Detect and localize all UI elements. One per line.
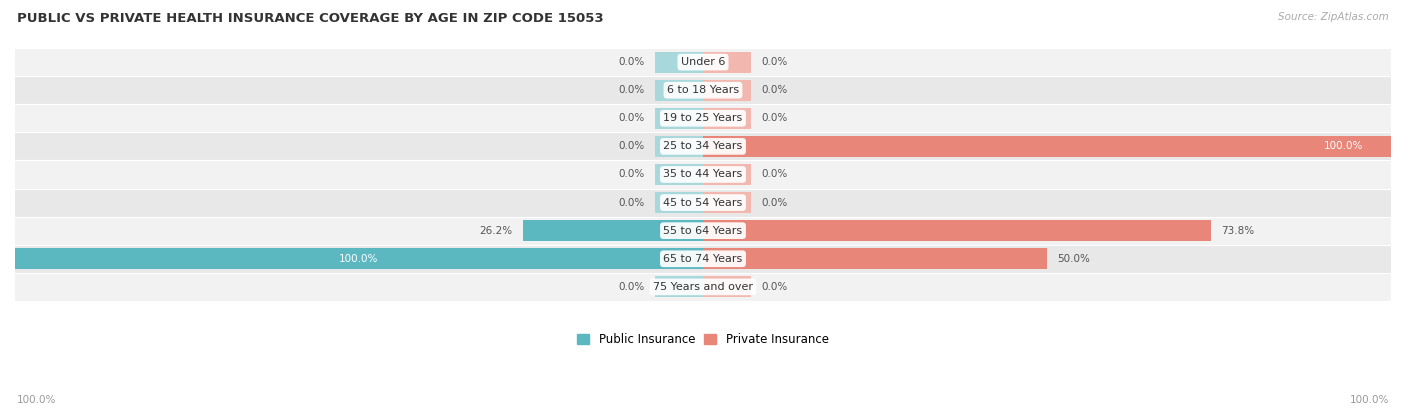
Text: 0.0%: 0.0% (762, 85, 787, 95)
Bar (655, 164, 703, 185)
Bar (655, 52, 703, 73)
Bar (15, 245, 1391, 273)
Bar (15, 248, 703, 269)
Text: 100.0%: 100.0% (17, 395, 56, 405)
Bar (703, 164, 751, 185)
Text: 0.0%: 0.0% (619, 141, 644, 152)
Text: 0.0%: 0.0% (762, 282, 787, 292)
Text: 0.0%: 0.0% (619, 169, 644, 180)
Bar (15, 160, 1391, 188)
Text: 100.0%: 100.0% (1350, 395, 1389, 405)
Text: 35 to 44 Years: 35 to 44 Years (664, 169, 742, 180)
Text: 0.0%: 0.0% (619, 197, 644, 208)
Text: 0.0%: 0.0% (762, 113, 787, 123)
Text: 6 to 18 Years: 6 to 18 Years (666, 85, 740, 95)
Bar (15, 216, 1391, 245)
Text: Source: ZipAtlas.com: Source: ZipAtlas.com (1278, 12, 1389, 22)
Bar (703, 276, 751, 297)
Bar (703, 192, 751, 213)
Text: 65 to 74 Years: 65 to 74 Years (664, 254, 742, 264)
Bar (703, 248, 1047, 269)
Text: 75 Years and over: 75 Years and over (652, 282, 754, 292)
Text: 73.8%: 73.8% (1220, 225, 1254, 236)
Text: PUBLIC VS PRIVATE HEALTH INSURANCE COVERAGE BY AGE IN ZIP CODE 15053: PUBLIC VS PRIVATE HEALTH INSURANCE COVER… (17, 12, 603, 25)
Text: 0.0%: 0.0% (619, 282, 644, 292)
Text: 25 to 34 Years: 25 to 34 Years (664, 141, 742, 152)
Bar (703, 80, 751, 101)
Text: 0.0%: 0.0% (619, 85, 644, 95)
Text: 19 to 25 Years: 19 to 25 Years (664, 113, 742, 123)
Bar (655, 276, 703, 297)
Bar (703, 108, 751, 129)
Text: 100.0%: 100.0% (1324, 141, 1364, 152)
Bar (523, 220, 703, 241)
Bar (655, 108, 703, 129)
Bar (15, 104, 1391, 132)
Bar (703, 136, 1391, 157)
Text: 55 to 64 Years: 55 to 64 Years (664, 225, 742, 236)
Bar (655, 192, 703, 213)
Bar (655, 80, 703, 101)
Bar (15, 48, 1391, 76)
Text: 0.0%: 0.0% (762, 169, 787, 180)
Bar (15, 76, 1391, 104)
Text: 50.0%: 50.0% (1057, 254, 1090, 264)
Bar (15, 273, 1391, 301)
Bar (15, 132, 1391, 160)
Text: 0.0%: 0.0% (619, 113, 644, 123)
Text: 0.0%: 0.0% (619, 57, 644, 67)
Legend: Public Insurance, Private Insurance: Public Insurance, Private Insurance (572, 328, 834, 351)
Text: Under 6: Under 6 (681, 57, 725, 67)
Text: 0.0%: 0.0% (762, 57, 787, 67)
Text: 100.0%: 100.0% (339, 254, 378, 264)
Bar (655, 136, 703, 157)
Text: 45 to 54 Years: 45 to 54 Years (664, 197, 742, 208)
Bar (703, 52, 751, 73)
Bar (703, 220, 1211, 241)
Bar (15, 188, 1391, 216)
Text: 26.2%: 26.2% (479, 225, 512, 236)
Text: 0.0%: 0.0% (762, 197, 787, 208)
